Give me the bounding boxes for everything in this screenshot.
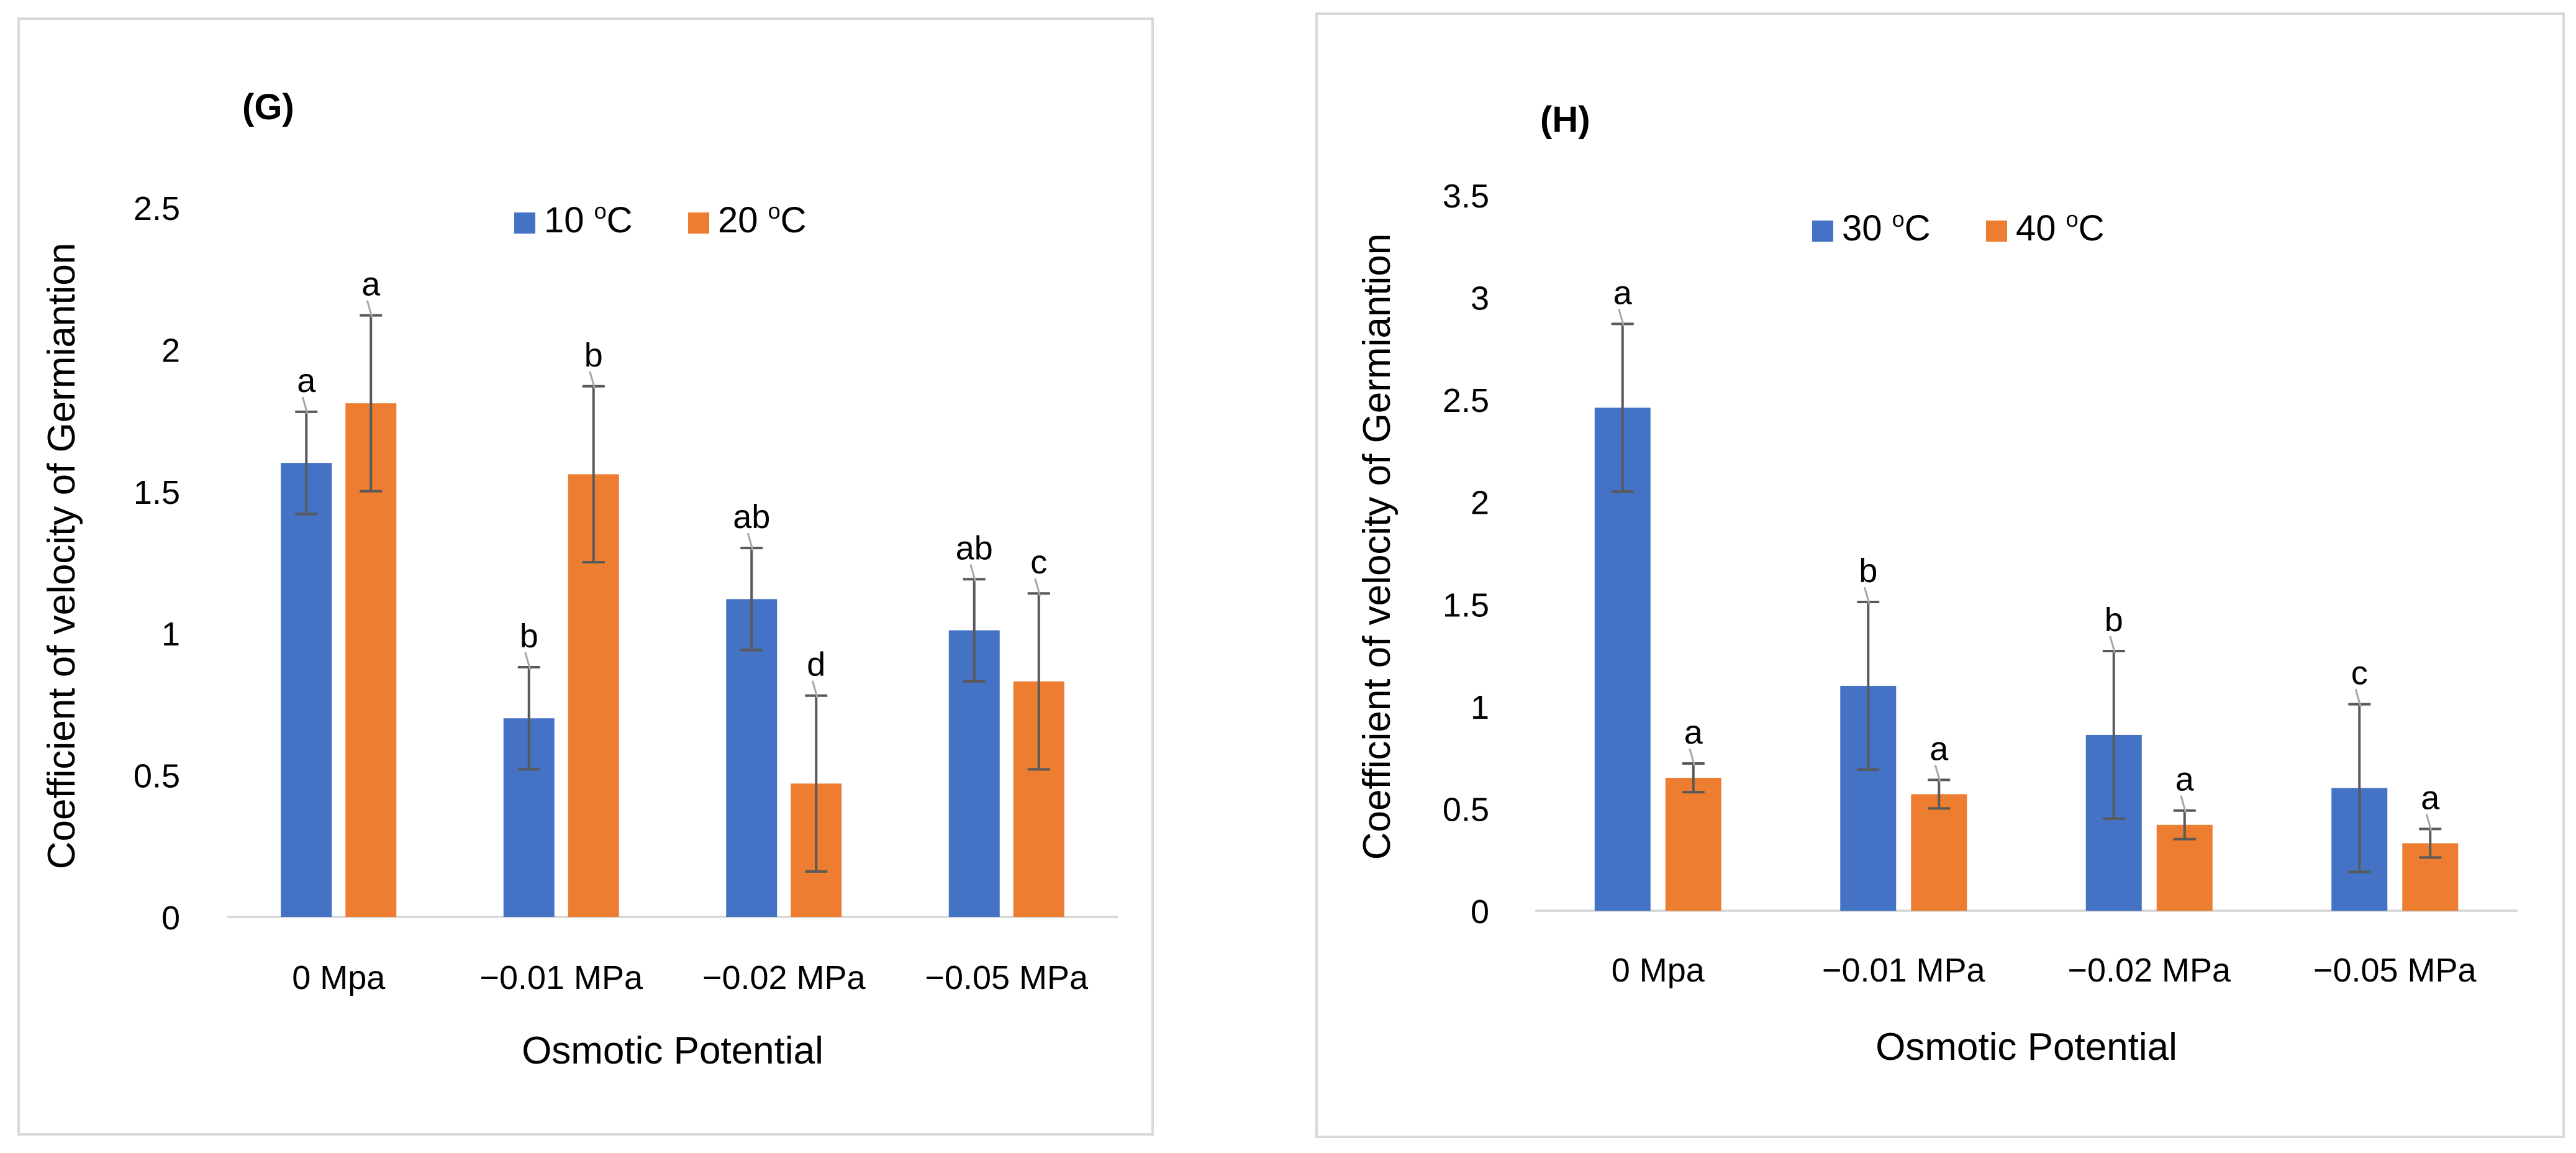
significance-letter: a — [297, 362, 316, 399]
significance-letter: a — [2175, 761, 2195, 798]
letter-leader — [1934, 764, 1941, 783]
letter-leader — [969, 563, 977, 582]
x-tick-label: −0.01 MPa — [1822, 952, 1986, 989]
x-tick-label: −0.05 MPa — [925, 959, 1089, 996]
y-tick-label: 0.5 — [1443, 791, 1489, 828]
legend-swatch — [1812, 221, 1833, 242]
y-tick-label: 1 — [1471, 689, 1489, 726]
y-tick-label: 1.5 — [134, 474, 180, 511]
significance-letter: b — [2105, 601, 2123, 639]
letter-leader — [366, 300, 373, 318]
y-tick-label: 0.5 — [134, 758, 180, 795]
y-axis-label: Coefficient of velocity of Germiantion — [40, 243, 83, 870]
letter-leader — [2180, 795, 2187, 814]
legend-swatch — [514, 212, 535, 234]
significance-letter: d — [807, 646, 825, 683]
y-tick-label: 2 — [1471, 485, 1489, 522]
significance-letter: a — [1613, 274, 1633, 311]
y-tick-label: 2 — [161, 332, 180, 369]
x-tick-label: −0.05 MPa — [2313, 952, 2477, 989]
significance-letter: ab — [956, 529, 993, 567]
legend-swatch — [1986, 221, 2007, 242]
bar-h-2 — [1911, 794, 1967, 911]
significance-letter: a — [2421, 779, 2440, 816]
panel-label: (G) — [242, 87, 294, 127]
significance-letter: c — [1030, 544, 1047, 581]
letter-leader — [1689, 748, 1696, 767]
y-tick-label: 2.5 — [134, 190, 180, 227]
letter-leader — [1618, 308, 1625, 327]
y-tick-label: 1.5 — [1443, 586, 1489, 624]
significance-letter: a — [1684, 714, 1703, 751]
significance-letter: c — [2351, 655, 2368, 692]
letter-leader — [524, 652, 532, 670]
significance-letter: a — [1930, 730, 1949, 767]
y-tick-label: 0 — [1471, 893, 1489, 931]
x-tick-label: −0.01 MPa — [479, 959, 643, 996]
letter-leader — [811, 680, 819, 699]
chart-panel-h — [1315, 12, 2565, 1138]
x-axis-label: Osmotic Potential — [522, 1029, 823, 1072]
bar-g-1 — [281, 463, 332, 917]
panel-label: (H) — [1540, 99, 1590, 140]
letter-leader — [1863, 586, 1871, 605]
y-tick-label: 3.5 — [1443, 178, 1489, 215]
bar-h-2 — [1665, 778, 1721, 911]
legend-label: 30 oC — [1842, 206, 1931, 248]
significance-letter: ab — [733, 498, 770, 535]
letter-leader — [2109, 636, 2116, 654]
y-tick-label: 1 — [161, 616, 180, 653]
letter-leader — [301, 396, 309, 415]
x-tick-label: −0.02 MPa — [702, 959, 866, 996]
y-axis-label: Coefficient of velocity of Germiantion — [1356, 234, 1399, 860]
significance-letter: b — [520, 618, 538, 655]
significance-letter: b — [1859, 552, 1877, 590]
x-tick-label: 0 Mpa — [1612, 952, 1705, 989]
letter-leader — [1034, 578, 1041, 596]
y-tick-label: 2.5 — [1443, 382, 1489, 419]
x-tick-label: −0.02 MPa — [2067, 952, 2231, 989]
bar-g-1 — [726, 599, 778, 917]
legend-label: 10 oC — [544, 198, 633, 240]
significance-letter: a — [361, 266, 381, 303]
letter-leader — [746, 532, 754, 551]
y-tick-label: 0 — [161, 900, 180, 937]
x-axis-label: Osmotic Potential — [1875, 1026, 2177, 1069]
letter-leader — [2425, 813, 2433, 832]
letter-leader — [2354, 689, 2362, 707]
y-tick-label: 3 — [1471, 280, 1489, 317]
legend-label: 40 oC — [2016, 206, 2105, 248]
x-tick-label: 0 Mpa — [292, 959, 386, 996]
legend-label: 20 oC — [718, 198, 807, 240]
legend-swatch — [688, 212, 709, 234]
letter-leader — [589, 371, 596, 390]
significance-letter: b — [584, 337, 603, 374]
